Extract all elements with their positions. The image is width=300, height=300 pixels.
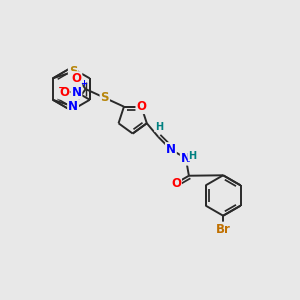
Text: N: N [166, 143, 176, 156]
Text: N: N [68, 100, 78, 113]
Text: +: + [80, 79, 88, 88]
Text: S: S [69, 65, 77, 78]
Text: H: H [155, 122, 163, 132]
Text: H: H [188, 151, 196, 161]
Text: O: O [59, 85, 69, 98]
Text: N: N [181, 152, 191, 165]
Text: O: O [171, 177, 181, 190]
Text: O: O [71, 72, 81, 85]
Text: Br: Br [216, 223, 231, 236]
Text: −: − [57, 82, 67, 93]
Text: O: O [136, 100, 146, 113]
Text: S: S [100, 92, 109, 104]
Text: N: N [71, 85, 81, 98]
